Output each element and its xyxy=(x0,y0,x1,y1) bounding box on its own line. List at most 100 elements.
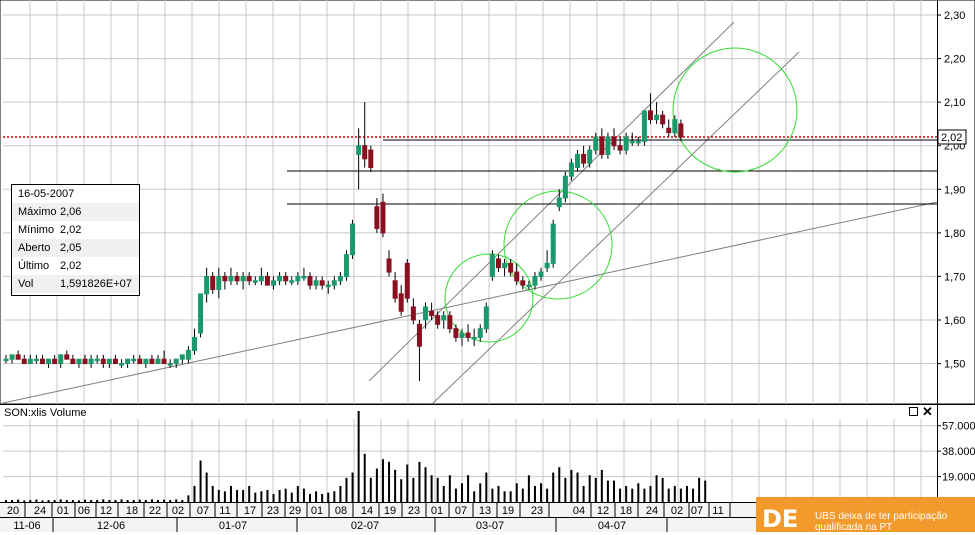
x-tick-label: 12 xyxy=(100,505,112,517)
candle-body xyxy=(617,145,623,151)
candle-body xyxy=(404,262,410,299)
candle-body xyxy=(556,197,562,208)
candle-body xyxy=(149,358,155,365)
candle-body xyxy=(605,136,611,155)
x-month-label: 11-06 xyxy=(13,520,40,532)
candle-body xyxy=(271,280,277,286)
x-tick-label: 06 xyxy=(78,505,90,517)
candle-body xyxy=(246,275,252,282)
candle-body xyxy=(155,358,161,365)
info-label: Último xyxy=(18,260,50,272)
info-row-volume: Vol 1,591826E+07 xyxy=(12,275,139,293)
candle-body xyxy=(635,140,641,144)
y-tick-label: 1,50 xyxy=(944,359,965,371)
candle-body xyxy=(581,153,587,164)
candle-body xyxy=(374,206,380,229)
info-row-last: Último 2,02 xyxy=(12,257,139,275)
x-tick-label: 02 xyxy=(172,505,184,517)
candle-body xyxy=(64,354,70,360)
candle-body xyxy=(277,275,283,282)
info-date-row: 16-05-2007 xyxy=(12,185,139,203)
candle-body xyxy=(502,262,508,269)
trend-line-support xyxy=(2,201,938,404)
candle-body xyxy=(392,280,398,299)
x-tick-label: 23 xyxy=(531,505,543,517)
highlight-circle xyxy=(672,47,798,173)
candle-body xyxy=(313,280,319,286)
candle-body xyxy=(228,275,234,282)
x-tick-label: 07 xyxy=(455,505,467,517)
maximize-panel-button[interactable] xyxy=(909,407,918,416)
x-tick-label: 08 xyxy=(335,505,347,517)
candle-body xyxy=(380,201,386,234)
x-tick-label: 19 xyxy=(384,505,396,517)
candle-body xyxy=(350,223,356,256)
candle-body xyxy=(76,358,82,365)
candle-body xyxy=(672,119,678,134)
candle-body xyxy=(587,149,593,164)
channel-line-upper xyxy=(368,21,735,382)
news-headline[interactable]: UBS deixa de ter participação qualificad… xyxy=(815,511,948,533)
candle-body xyxy=(94,358,100,362)
candle-body xyxy=(125,358,131,365)
x-tick-label: 23 xyxy=(408,505,420,517)
info-row-low: Mínimo 2,02 xyxy=(12,221,139,239)
candle-body xyxy=(520,280,526,286)
x-tick-label: 04 xyxy=(573,505,585,517)
candle-body xyxy=(331,280,337,286)
x-tick-label: 24 xyxy=(34,505,46,517)
info-row-open: Aberto 2,05 xyxy=(12,239,139,257)
candle-body xyxy=(319,280,325,286)
news-logo: DE xyxy=(762,505,799,533)
candle-body xyxy=(356,145,362,155)
x-month-label: 12-06 xyxy=(97,520,125,532)
last-price-marker xyxy=(937,129,967,145)
info-row-high: Máximo 2,06 xyxy=(12,203,139,221)
x-tick-label: 11 xyxy=(219,505,230,517)
candle-body xyxy=(666,127,672,134)
candle-body xyxy=(234,275,240,282)
candle-body xyxy=(660,114,666,125)
candle-body xyxy=(514,271,520,282)
candle-body xyxy=(647,110,653,121)
news-ticker[interactable]: DE UBS deixa de ter participação qualifi… xyxy=(756,497,975,533)
candle-body xyxy=(654,114,660,121)
info-label: Vol xyxy=(18,278,34,290)
info-label: Aberto xyxy=(18,242,51,254)
candle-body xyxy=(100,358,106,365)
candle-body xyxy=(508,262,514,273)
candle-body xyxy=(185,349,191,360)
candle-body xyxy=(641,110,647,142)
candle-body xyxy=(70,358,76,365)
ohlc-info-box: 16-05-2007 Máximo 2,06 Mínimo 2,02 Abert… xyxy=(11,184,140,296)
info-value: 2,02 xyxy=(60,260,82,272)
candle-body xyxy=(112,358,118,365)
info-value: 2,06 xyxy=(60,206,82,218)
candle-body xyxy=(532,275,538,286)
candle-body xyxy=(289,280,295,283)
candle-body xyxy=(678,123,684,138)
candle-body xyxy=(143,358,149,365)
candle-body xyxy=(21,358,27,365)
candle-body xyxy=(568,162,574,177)
x-tick-label: 07 xyxy=(691,505,703,517)
candle-body xyxy=(295,275,301,282)
info-value: 2,02 xyxy=(60,224,82,236)
candle-body xyxy=(429,310,435,317)
candle-body xyxy=(538,271,544,277)
candle-body xyxy=(106,358,112,365)
volume-panel-title: SON:xlis Volume xyxy=(4,407,87,419)
candle-body xyxy=(301,275,307,279)
candle-body xyxy=(15,354,21,360)
x-month-label: 02-07 xyxy=(351,520,379,532)
close-panel-button[interactable]: ✕ xyxy=(922,404,933,419)
candle-body xyxy=(9,354,15,360)
candle-body xyxy=(526,284,532,288)
x-month-label: 01-07 xyxy=(219,520,247,532)
candle-body xyxy=(489,254,495,277)
candle-body xyxy=(137,358,143,365)
candle-body xyxy=(416,323,422,347)
